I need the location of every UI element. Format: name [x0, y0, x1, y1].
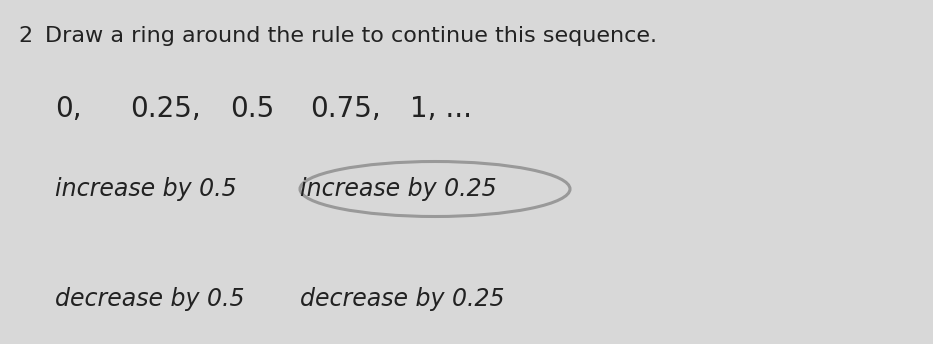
Text: decrease by 0.25: decrease by 0.25	[300, 287, 505, 311]
Text: 0.75,: 0.75,	[310, 95, 381, 123]
Text: increase by 0.25: increase by 0.25	[300, 177, 496, 201]
Text: increase by 0.5: increase by 0.5	[55, 177, 237, 201]
Text: 2: 2	[18, 26, 32, 46]
Text: 1, ...: 1, ...	[410, 95, 472, 123]
Text: 0.5: 0.5	[230, 95, 274, 123]
Text: decrease by 0.5: decrease by 0.5	[55, 287, 244, 311]
Text: Draw a ring around the rule to continue this sequence.: Draw a ring around the rule to continue …	[45, 26, 657, 46]
Text: 0,: 0,	[55, 95, 81, 123]
Text: 0.25,: 0.25,	[130, 95, 201, 123]
